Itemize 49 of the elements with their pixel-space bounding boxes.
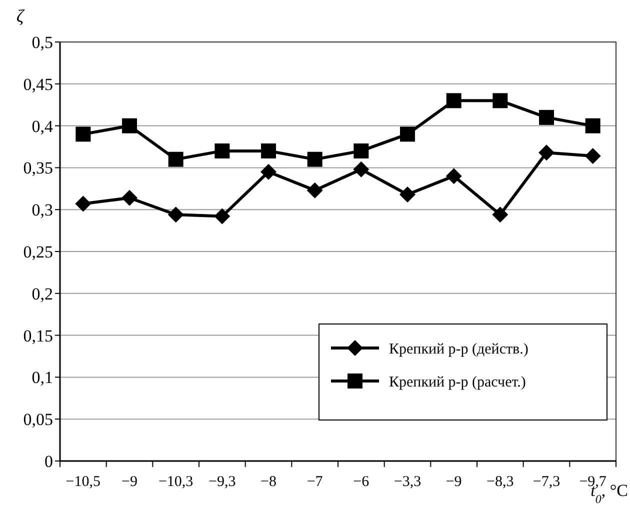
y-tick-label: 0,2	[32, 284, 53, 304]
y-tick-label: 0,1	[32, 368, 53, 388]
y-tick-label: 0,3	[32, 200, 53, 220]
point	[446, 168, 462, 184]
x-tick-label: −3,3	[394, 474, 422, 490]
point	[168, 152, 184, 167]
y-axis-title: ζ	[16, 6, 26, 26]
y-tick-label: 0,25	[23, 242, 53, 262]
x-tick-label: −10,3	[158, 474, 194, 490]
point	[261, 143, 276, 158]
point	[75, 196, 92, 212]
point	[122, 118, 137, 134]
x-tick-label: −8	[260, 474, 276, 490]
point	[353, 161, 370, 178]
y-tick-label: 0,35	[23, 158, 53, 178]
point	[400, 186, 416, 203]
y-tick-label: 0,4	[32, 116, 54, 136]
y-tick-label: 0	[44, 452, 53, 471]
point	[76, 126, 91, 142]
point	[446, 93, 462, 108]
x-tick-label: −10,5	[66, 474, 101, 490]
point	[539, 110, 554, 125]
x-tick-label: −9	[446, 474, 462, 490]
point	[306, 182, 323, 198]
y-tick-label: 0,45	[23, 74, 53, 94]
point	[214, 208, 230, 224]
point	[214, 143, 230, 158]
point	[585, 118, 600, 134]
point	[354, 143, 369, 158]
point	[122, 190, 138, 206]
point	[168, 206, 184, 223]
x-tick-label: −7	[306, 474, 324, 490]
point	[492, 206, 508, 223]
point	[260, 164, 276, 180]
point	[492, 93, 508, 108]
point	[584, 148, 601, 164]
point	[538, 144, 554, 161]
y-tick-label: 0,05	[23, 410, 53, 430]
point	[400, 126, 415, 142]
y-tick-label: 0,5	[32, 32, 53, 52]
legend-label: Крепкий р-р (действ.)	[389, 341, 528, 358]
legend-label: Крепкий р-р (расчет.)	[389, 374, 526, 390]
y-tick-label: 0,15	[23, 326, 53, 346]
x-tick-label: −8,3	[486, 474, 514, 490]
x-tick-label: −9	[122, 474, 138, 490]
point	[307, 152, 322, 167]
x-tick-label: −6	[353, 474, 370, 490]
x-tick-label: −9,3	[208, 474, 236, 490]
x-tick-label: −7,3	[532, 474, 560, 490]
